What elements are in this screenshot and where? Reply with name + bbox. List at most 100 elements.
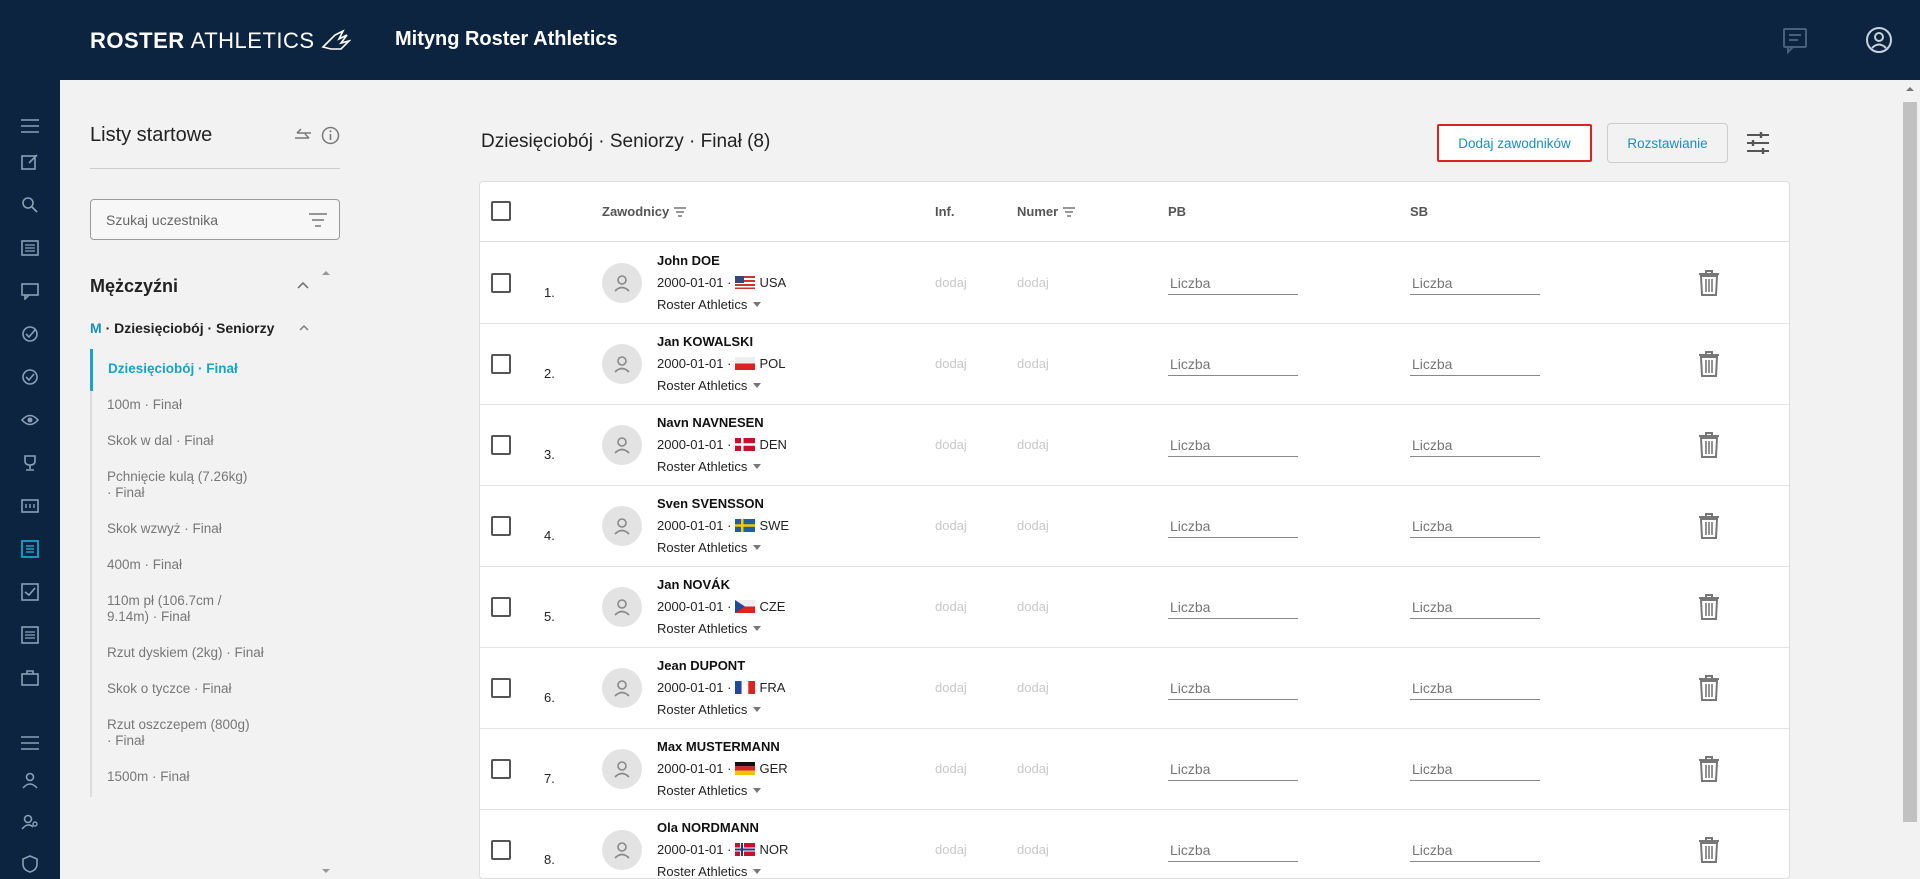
info-add-link[interactable]: dodaj (935, 680, 967, 695)
info-add-link[interactable]: dodaj (935, 842, 967, 857)
seeding-button[interactable]: Rozstawianie (1607, 123, 1728, 163)
trash-icon[interactable] (1698, 837, 1720, 863)
event-item-long-jump[interactable]: Skok w dal · Finał (107, 433, 214, 448)
info-add-link[interactable]: dodaj (935, 518, 967, 533)
header-number[interactable]: Numer (1017, 204, 1076, 219)
row-checkbox[interactable] (491, 840, 511, 860)
scroll-down-arrow-icon[interactable] (322, 868, 330, 874)
chevron-up-icon[interactable] (299, 324, 309, 331)
number-add-link[interactable]: dodaj (1017, 356, 1049, 371)
check-circle-outline-icon[interactable] (18, 365, 42, 389)
sb-input[interactable] (1410, 352, 1540, 376)
sort-filter-icon[interactable] (673, 206, 687, 217)
row-checkbox[interactable] (491, 516, 511, 536)
event-item-shot-put[interactable]: Pchnięcie kulą (7.26kg) · Finał (107, 469, 248, 500)
search-icon[interactable] (18, 193, 42, 217)
athlete-name[interactable]: Jan KOWALSKI (657, 334, 754, 349)
trash-icon[interactable] (1698, 675, 1720, 701)
info-icon[interactable] (321, 126, 340, 145)
header-athletes[interactable]: Zawodnicy (602, 204, 687, 219)
athlete-name[interactable]: Sven SVENSSON (657, 496, 764, 511)
pb-input[interactable] (1168, 433, 1298, 457)
edit-icon[interactable] (18, 150, 42, 174)
event-item-high-jump[interactable]: Skok wzwyż · Finał (107, 521, 222, 536)
trophy-icon[interactable] (18, 451, 42, 475)
scoreboard-icon[interactable] (18, 494, 42, 518)
swap-icon[interactable] (293, 128, 313, 144)
info-add-link[interactable]: dodaj (935, 599, 967, 614)
start-list-icon[interactable] (18, 537, 42, 561)
club-dropdown[interactable]: Roster Athletics (657, 621, 762, 636)
number-add-link[interactable]: dodaj (1017, 761, 1049, 776)
tune-settings-icon[interactable] (1745, 130, 1771, 156)
scroll-up-arrow-icon[interactable] (322, 270, 330, 276)
trash-icon[interactable] (1698, 756, 1720, 782)
club-dropdown[interactable]: Roster Athletics (657, 378, 762, 393)
trash-icon[interactable] (1698, 513, 1720, 539)
pb-input[interactable] (1168, 676, 1298, 700)
person-icon[interactable] (18, 768, 42, 792)
briefcase-icon[interactable] (18, 666, 42, 690)
checkbox-icon[interactable] (18, 580, 42, 604)
scroll-up-arrow-icon[interactable] (1906, 86, 1914, 92)
club-dropdown[interactable]: Roster Athletics (657, 783, 762, 798)
athlete-name[interactable]: Max MUSTERMANN (657, 739, 780, 754)
club-dropdown[interactable]: Roster Athletics (657, 540, 762, 555)
event-item-110m-hurdles[interactable]: 110m pł (106.7cm / 9.14m) · Finał (107, 593, 222, 624)
trash-icon[interactable] (1698, 594, 1720, 620)
number-add-link[interactable]: dodaj (1017, 599, 1049, 614)
eye-icon[interactable] (18, 408, 42, 432)
row-checkbox[interactable] (491, 678, 511, 698)
pb-input[interactable] (1168, 838, 1298, 862)
athlete-name[interactable]: Navn NAVNESEN (657, 415, 764, 430)
pb-input[interactable] (1168, 271, 1298, 295)
pb-input[interactable] (1168, 514, 1298, 538)
sb-input[interactable] (1410, 676, 1540, 700)
number-add-link[interactable]: dodaj (1017, 275, 1049, 290)
search-participant-input[interactable]: Szukaj uczestnika (90, 199, 340, 240)
club-dropdown[interactable]: Roster Athletics (657, 459, 762, 474)
sort-filter-icon[interactable] (1062, 206, 1076, 217)
info-add-link[interactable]: dodaj (935, 356, 967, 371)
sidebar-scrollbar[interactable] (320, 268, 332, 876)
chevron-up-icon[interactable] (297, 281, 309, 289)
club-dropdown[interactable]: Roster Athletics (657, 864, 762, 878)
group-men-header[interactable]: Mężczyźni (90, 276, 179, 296)
club-dropdown[interactable]: Roster Athletics (657, 702, 762, 717)
club-dropdown[interactable]: Roster Athletics (657, 297, 762, 312)
person-search-icon[interactable] (18, 810, 42, 834)
sb-input[interactable] (1410, 514, 1540, 538)
row-checkbox[interactable] (491, 273, 511, 293)
page-scrollbar-thumb[interactable] (1903, 102, 1917, 822)
sb-input[interactable] (1410, 838, 1540, 862)
shield-icon[interactable] (18, 852, 42, 876)
info-add-link[interactable]: dodaj (935, 275, 967, 290)
sb-input[interactable] (1410, 595, 1540, 619)
logo[interactable]: ROSTER ATHLETICS (90, 28, 351, 54)
event-item-pole-vault[interactable]: Skok o tyczce · Finał (107, 681, 232, 696)
chat-icon[interactable] (1780, 25, 1810, 55)
menu-icon[interactable] (18, 114, 42, 138)
list-icon[interactable] (18, 236, 42, 260)
chat-icon[interactable] (18, 279, 42, 303)
row-checkbox[interactable] (491, 597, 511, 617)
select-all-checkbox[interactable] (491, 201, 511, 221)
menu-icon[interactable] (18, 731, 42, 755)
info-add-link[interactable]: dodaj (935, 437, 967, 452)
athlete-name[interactable]: John DOE (657, 253, 720, 268)
account-icon[interactable] (1864, 25, 1894, 55)
event-item-discus[interactable]: Rzut dyskiem (2kg) · Finał (107, 645, 264, 660)
event-group-header[interactable]: M · Dziesięciobój · Seniorzy (90, 320, 274, 336)
event-item-400m[interactable]: 400m · Finał (107, 557, 183, 572)
sb-input[interactable] (1410, 433, 1540, 457)
number-add-link[interactable]: dodaj (1017, 518, 1049, 533)
event-item-1500m[interactable]: 1500m · Finał (107, 769, 190, 784)
event-item-decathlon-final[interactable]: Dziesięciobój · Finał (90, 349, 310, 391)
pb-input[interactable] (1168, 595, 1298, 619)
event-item-javelin[interactable]: Rzut oszczepem (800g) · Finał (107, 717, 250, 748)
pb-input[interactable] (1168, 757, 1298, 781)
sb-input[interactable] (1410, 271, 1540, 295)
event-item-100m[interactable]: 100m · Finał (107, 397, 183, 412)
athlete-name[interactable]: Jan NOVÁK (657, 577, 730, 592)
trash-icon[interactable] (1698, 432, 1720, 458)
